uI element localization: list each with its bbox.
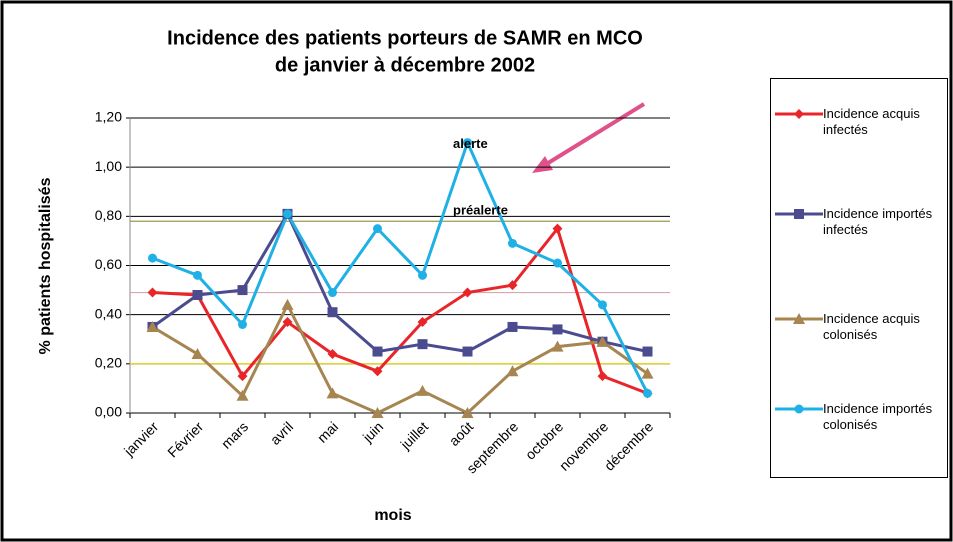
x-tick-label: octobre: [522, 418, 566, 462]
x-tick-label: juin: [359, 418, 386, 445]
marker: [237, 285, 248, 296]
marker: [598, 300, 607, 310]
marker: [148, 253, 157, 263]
marker: [236, 389, 249, 401]
marker: [643, 388, 652, 398]
marker: [417, 339, 428, 350]
marker: [642, 346, 653, 357]
legend: Incidence acquis infectés Incidence impor…: [770, 78, 948, 478]
marker: [328, 288, 337, 298]
marker: [371, 407, 384, 418]
marker: [416, 384, 429, 396]
arrowhead: [532, 156, 553, 173]
marker: [552, 223, 563, 234]
marker: [238, 320, 247, 329]
marker: [147, 287, 158, 298]
x-tick-label: avril: [267, 418, 296, 447]
marker: [793, 313, 805, 324]
marker: [191, 348, 204, 359]
marker: [461, 407, 474, 418]
marker: [193, 270, 202, 280]
marker: [641, 367, 654, 379]
legend-swatch: [775, 209, 823, 219]
legend-swatch: [775, 313, 823, 324]
legend-label: Incidence importés colonisés: [823, 401, 933, 432]
y-axis-label: % patients hospitalisés: [37, 177, 54, 354]
x-tick-label: janvier: [120, 418, 161, 459]
marker: [794, 209, 804, 219]
legend-label: Incidence acquis colonisés: [823, 311, 920, 342]
y-tick-label: 0,60: [95, 256, 122, 272]
legend-swatch: [775, 109, 823, 119]
annotation: alerte: [453, 136, 488, 151]
marker: [551, 340, 564, 352]
marker: [326, 387, 339, 399]
marker: [283, 209, 292, 219]
x-tick-label: Février: [164, 418, 206, 460]
marker: [417, 317, 428, 328]
marker: [327, 349, 338, 359]
y-tick-label: 0,20: [95, 355, 122, 371]
marker: [418, 270, 427, 280]
y-tick-label: 1,00: [95, 158, 122, 174]
marker: [508, 238, 517, 248]
marker: [596, 335, 609, 347]
x-tick-label: mai: [314, 418, 341, 445]
marker: [282, 317, 293, 328]
marker: [462, 287, 473, 298]
series-line: [151, 301, 649, 415]
y-tick-label: 0,40: [95, 305, 122, 321]
legend-label: Incidence acquis infectés: [823, 106, 920, 137]
marker: [597, 371, 608, 382]
marker: [506, 365, 519, 377]
marker: [281, 298, 294, 310]
series-line: [151, 210, 648, 354]
y-tick-label: 0,80: [95, 207, 122, 223]
x-tick-label: août: [446, 418, 477, 449]
x-tick-label: juillet: [397, 418, 432, 453]
chart-title: Incidence des patients porteurs de SAMR …: [167, 27, 643, 49]
y-tick-label: 0,00: [95, 404, 122, 420]
marker: [372, 346, 383, 357]
annotation: préalerte: [453, 202, 508, 217]
y-tick-label: 1,20: [95, 109, 122, 125]
series-line: [151, 138, 649, 395]
arrow: [538, 102, 646, 170]
marker: [553, 258, 562, 268]
marker: [146, 320, 159, 332]
x-axis-label: mois: [374, 507, 411, 524]
marker: [507, 280, 518, 291]
legend-swatch: [775, 404, 823, 414]
marker: [373, 224, 382, 234]
marker: [237, 371, 248, 382]
marker: [463, 138, 472, 148]
marker: [552, 324, 563, 335]
marker: [507, 321, 518, 332]
marker: [462, 346, 473, 357]
marker: [794, 109, 804, 119]
marker: [327, 307, 338, 318]
marker: [192, 290, 203, 300]
x-tick-label: mars: [218, 418, 251, 451]
x-tick-label: décembre: [601, 418, 656, 473]
chart-title: de janvier à décembre 2002: [275, 54, 535, 76]
legend-label: Incidence importés infectés: [823, 206, 933, 237]
marker: [794, 404, 804, 414]
marker: [372, 366, 383, 377]
